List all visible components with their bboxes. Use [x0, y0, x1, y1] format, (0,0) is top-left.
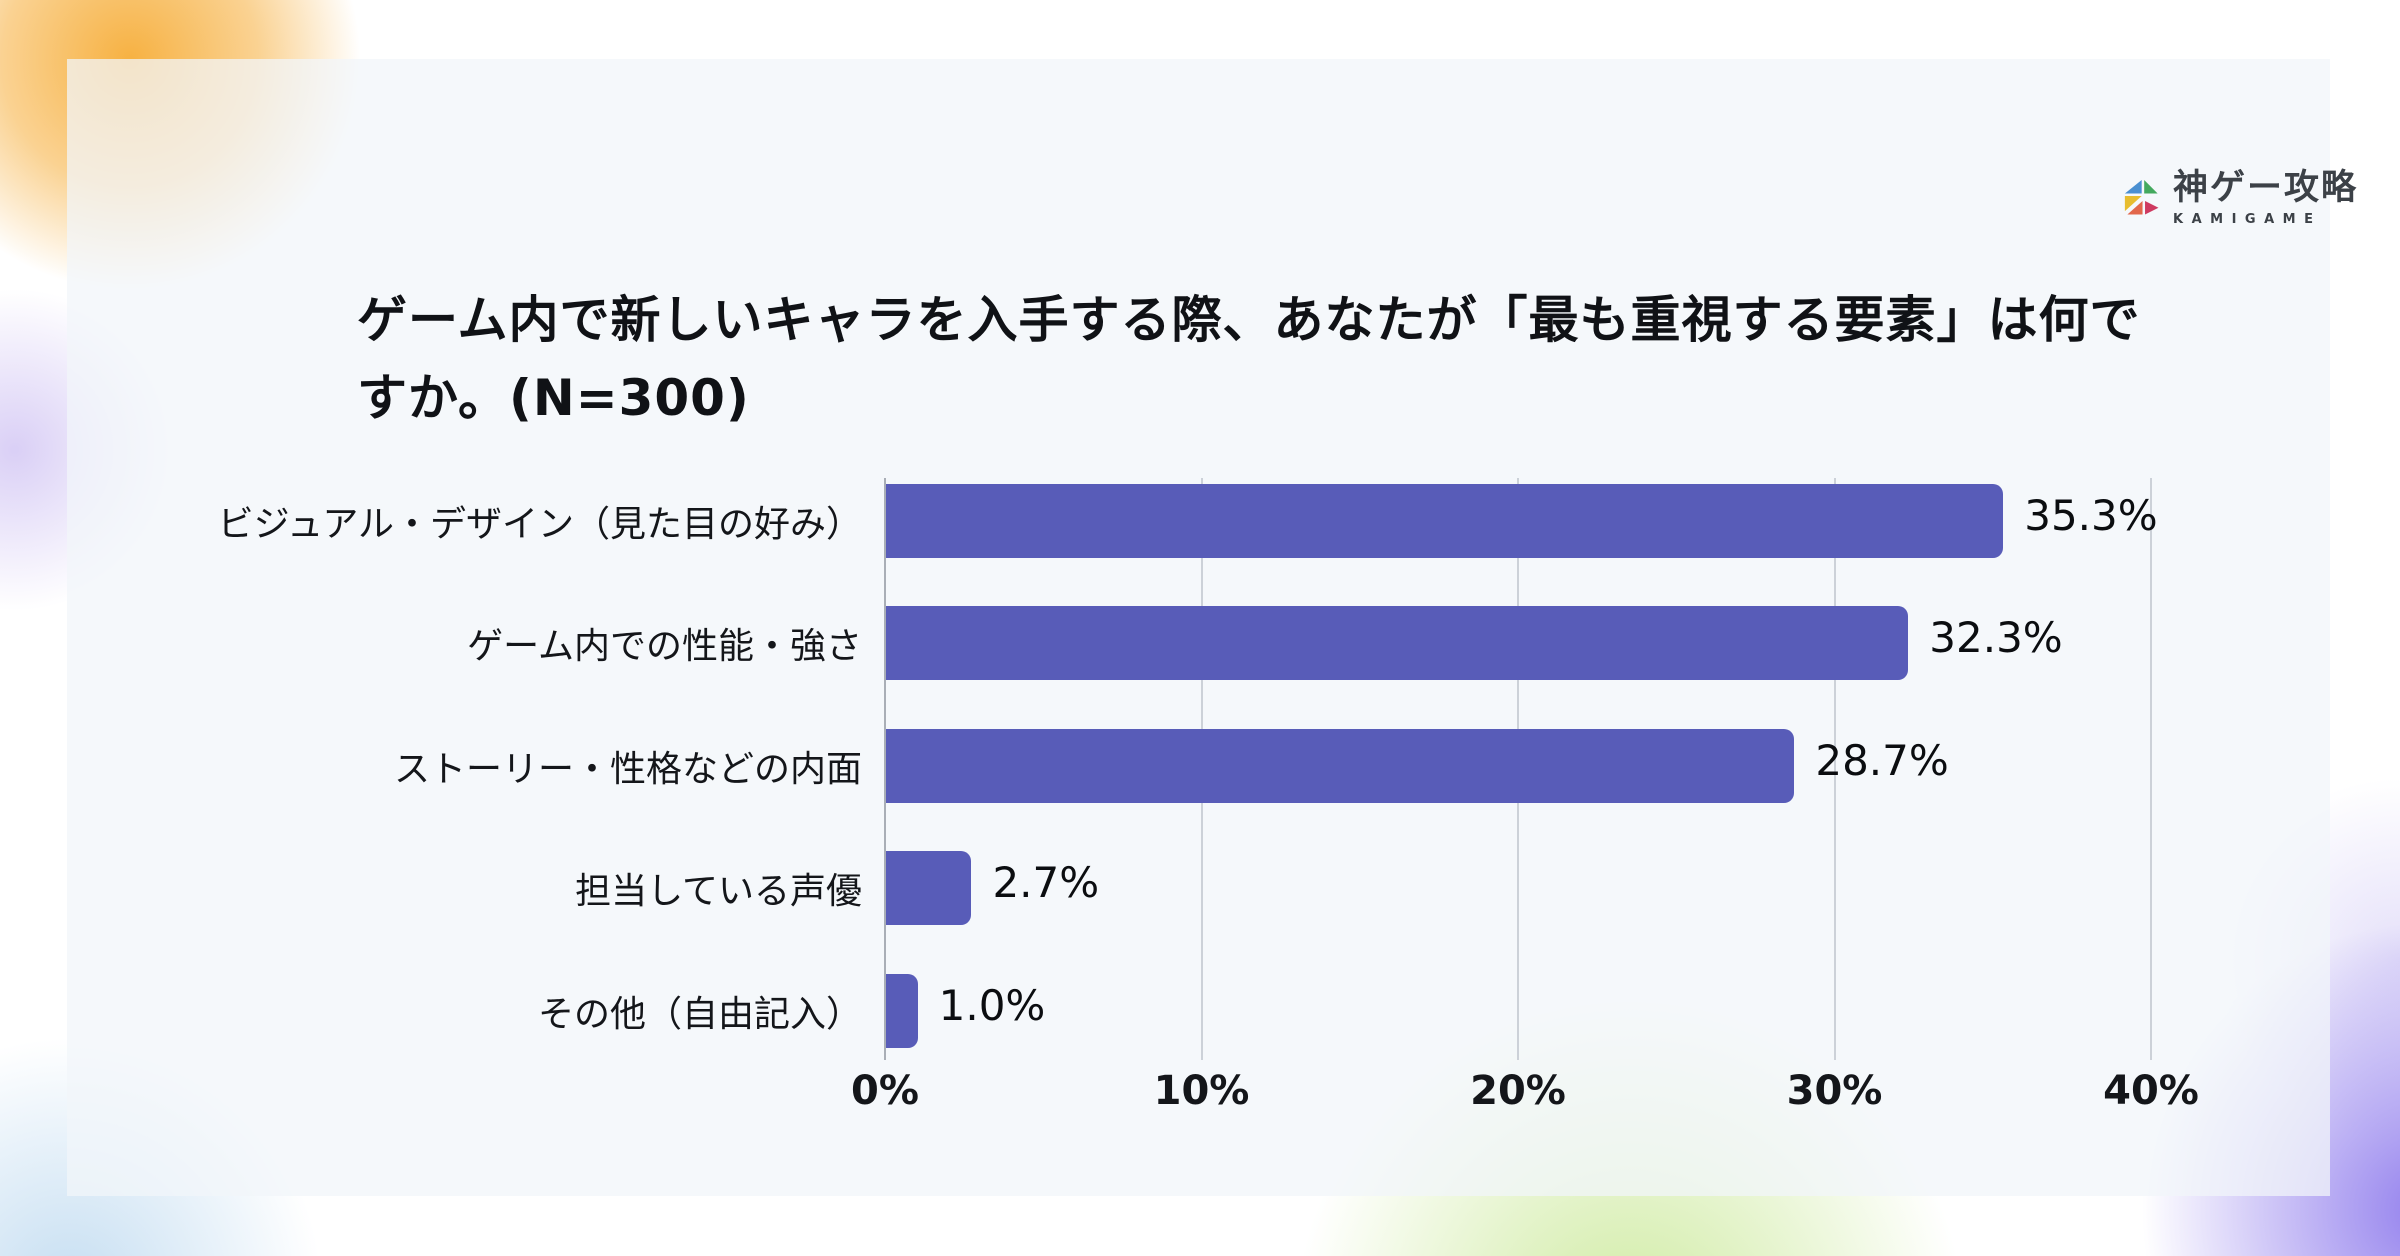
category-label: ゲーム内での性能・強さ	[467, 626, 862, 667]
category-label: 担当している声優	[575, 871, 862, 912]
logo-name: 神ゲー攻略	[2173, 168, 2359, 208]
x-tick-label: 10%	[1153, 1068, 1250, 1114]
x-tick-label: 0%	[851, 1068, 919, 1114]
chart-card: 神ゲー攻略 KAMIGAME ゲーム内で新しいキャラを入手する際、あなたが「最も…	[67, 59, 2356, 1196]
bar-value-label: 32.3%	[1929, 613, 2063, 662]
bar-value-label: 2.7%	[992, 858, 1100, 907]
bar-value-label: 28.7%	[1815, 735, 1949, 785]
bar	[886, 483, 2004, 558]
x-tick-label: 30%	[1786, 1068, 1883, 1114]
gridline	[1833, 478, 1836, 1060]
kamigame-logo-icon	[2124, 180, 2159, 215]
y-axis-line	[884, 478, 886, 1060]
x-tick-label: 40%	[2103, 1068, 2199, 1114]
chart-title: ゲーム内で新しいキャラを入手する際、あなたが「最も重視する要素」は何ですか。(N…	[357, 291, 2141, 427]
bar	[886, 728, 1795, 803]
logo-text: 神ゲー攻略 KAMIGAME	[2173, 169, 2358, 227]
bar-value-label: 1.0%	[938, 980, 1046, 1030]
bar	[886, 606, 1909, 680]
x-tick-label: 20%	[1470, 1068, 1566, 1114]
bar	[886, 973, 918, 1048]
category-label: ストーリー・性格などの内面	[393, 748, 862, 790]
bar-value-label: 35.3%	[2024, 490, 2158, 540]
category-label: ビジュアル・デザイン（見た目の好み）	[217, 503, 862, 545]
gridline	[2150, 478, 2152, 1060]
logo-subtitle: KAMIGAME	[2173, 211, 2322, 227]
category-label: その他（自由記入）	[537, 993, 862, 1035]
kamigame-logo: 神ゲー攻略 KAMIGAME	[2119, 169, 2358, 227]
bar	[886, 851, 972, 925]
